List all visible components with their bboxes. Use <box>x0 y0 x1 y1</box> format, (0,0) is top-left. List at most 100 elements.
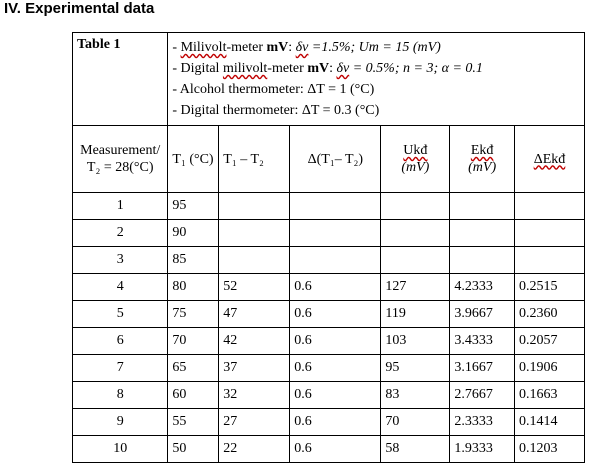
table-row: 7 65 37 0.6 95 3.1667 0.1906 <box>71 354 586 382</box>
table-notes: - Milivolt-meter mV: δv =1.5%; Um = 15 (… <box>167 32 585 126</box>
cell-measurement: 1 <box>71 192 169 220</box>
cell-t1-minus-t2: 42 <box>218 327 291 355</box>
cell-measurement: 8 <box>71 381 169 409</box>
cell-t1-minus-t2: 22 <box>218 435 291 463</box>
cell-ukd <box>380 192 451 220</box>
cell-ekd: 3.9667 <box>449 300 515 328</box>
cell-t1: 60 <box>167 381 220 409</box>
cell-delta-ekd: 0.1203 <box>513 435 586 463</box>
note-milivolt-meter: - Milivolt-meter mV: δv =1.5%; Um = 15 (… <box>172 40 441 55</box>
cell-delta-ekd: 0.1414 <box>513 408 586 436</box>
cell-t1: 95 <box>167 192 220 220</box>
cell-delta <box>289 246 382 274</box>
cell-ukd: 83 <box>380 381 451 409</box>
cell-t1: 90 <box>167 219 220 247</box>
cell-t1: 55 <box>167 408 220 436</box>
table-row: 10 50 22 0.6 58 1.9333 0.1203 <box>71 435 586 463</box>
table-header-row: Measurement/ T₂ = 28(°C) T₁ (°C) T₁ – T₂… <box>71 125 586 193</box>
table-row: 8 60 32 0.6 83 2.7667 0.1663 <box>71 381 586 409</box>
cell-delta <box>289 219 382 247</box>
cell-ukd: 127 <box>380 273 451 301</box>
cell-t1: 85 <box>167 246 220 274</box>
cell-ukd: 103 <box>380 327 451 355</box>
cell-ukd <box>380 219 451 247</box>
cell-delta: 0.6 <box>289 435 382 463</box>
cell-delta <box>289 192 382 220</box>
header-delta: Δ(T₁– T₂) <box>289 125 382 193</box>
cell-ekd: 3.4333 <box>449 327 515 355</box>
cell-ekd: 2.7667 <box>449 381 515 409</box>
cell-measurement: 10 <box>71 435 169 463</box>
cell-t1-minus-t2: 27 <box>218 408 291 436</box>
cell-delta-ekd: 0.1906 <box>513 354 586 382</box>
note-digital-thermometer: - Digital thermometer: ΔT = 0.3 (°C) <box>172 103 380 118</box>
table-row: 9 55 27 0.6 70 2.3333 0.1414 <box>71 408 586 436</box>
cell-delta: 0.6 <box>289 408 382 436</box>
header-t1-minus-t2: T₁ – T₂ <box>218 125 291 193</box>
cell-ukd <box>380 246 451 274</box>
cell-delta-ekd <box>513 246 586 274</box>
cell-ekd: 4.2333 <box>449 273 515 301</box>
cell-t1: 75 <box>167 300 220 328</box>
cell-t1-minus-t2: 47 <box>218 300 291 328</box>
cell-t1-minus-t2: 52 <box>218 273 291 301</box>
cell-delta: 0.6 <box>289 273 382 301</box>
cell-measurement: 6 <box>71 327 169 355</box>
cell-measurement: 9 <box>71 408 169 436</box>
header-delta-ekd: ΔEkđ <box>513 125 586 193</box>
table-row: 3 85 <box>71 246 586 274</box>
cell-t1: 50 <box>167 435 220 463</box>
cell-delta-ekd: 0.1663 <box>513 381 586 409</box>
section-title: IV. Experimental data <box>4 0 155 17</box>
cell-ekd: 2.3333 <box>449 408 515 436</box>
cell-ukd: 95 <box>380 354 451 382</box>
cell-delta-ekd <box>513 219 586 247</box>
cell-ekd <box>449 246 515 274</box>
header-ukd: Ukđ (mV) <box>380 125 451 193</box>
cell-measurement: 7 <box>71 354 169 382</box>
table-row: 2 90 <box>71 219 586 247</box>
cell-t1-minus-t2 <box>218 246 291 274</box>
cell-delta: 0.6 <box>289 381 382 409</box>
table-row: 4 80 52 0.6 127 4.2333 0.2515 <box>71 273 586 301</box>
cell-measurement: 3 <box>71 246 169 274</box>
cell-delta-ekd: 0.2057 <box>513 327 586 355</box>
cell-t1: 70 <box>167 327 220 355</box>
cell-delta: 0.6 <box>289 300 382 328</box>
cell-t1-minus-t2 <box>218 219 291 247</box>
cell-t1-minus-t2: 32 <box>218 381 291 409</box>
cell-t1-minus-t2 <box>218 192 291 220</box>
cell-measurement: 4 <box>71 273 169 301</box>
cell-ukd: 70 <box>380 408 451 436</box>
header-t1: T₁ (°C) <box>167 125 220 193</box>
experimental-data-table: Table 1 - Milivolt-meter mV: δv =1.5%; U… <box>71 32 586 463</box>
header-ekd: Ekđ (mV) <box>449 125 515 193</box>
header-ukd-label: Ukđ <box>403 143 428 158</box>
cell-delta-ekd <box>513 192 586 220</box>
cell-ekd <box>449 219 515 247</box>
cell-t1: 80 <box>167 273 220 301</box>
cell-ukd: 58 <box>380 435 451 463</box>
header-measurement: Measurement/ T₂ = 28(°C) <box>71 125 169 193</box>
note-digital-milivolt-meter: - Digital milivolt-meter mV: δv = 0.5%; … <box>172 61 483 76</box>
cell-ekd <box>449 192 515 220</box>
header-ukd-unit: (mV) <box>401 160 430 175</box>
table-row: 1 95 <box>71 192 586 220</box>
header-ekd-label: Ekđ <box>470 143 494 158</box>
note-alcohol-thermometer: - Alcohol thermometer: ΔT = 1 (°C) <box>172 82 375 97</box>
cell-delta: 0.6 <box>289 327 382 355</box>
cell-measurement: 5 <box>71 300 169 328</box>
table-label: Table 1 <box>71 32 169 126</box>
cell-ukd: 119 <box>380 300 451 328</box>
cell-delta: 0.6 <box>289 354 382 382</box>
cell-ekd: 3.1667 <box>449 354 515 382</box>
table-row: 6 70 42 0.6 103 3.4333 0.2057 <box>71 327 586 355</box>
table-notes-row: Table 1 - Milivolt-meter mV: δv =1.5%; U… <box>71 32 585 126</box>
cell-delta-ekd: 0.2515 <box>513 273 586 301</box>
header-ekd-unit: (mV) <box>468 160 497 175</box>
cell-measurement: 2 <box>71 219 169 247</box>
table-row: 5 75 47 0.6 119 3.9667 0.2360 <box>71 300 586 328</box>
cell-t1-minus-t2: 37 <box>218 354 291 382</box>
cell-delta-ekd: 0.2360 <box>513 300 586 328</box>
table-body: 1 95 2 90 3 85 4 80 52 0.6 127 4.2333 0.2515 5 75 47 0.6… <box>71 192 586 463</box>
